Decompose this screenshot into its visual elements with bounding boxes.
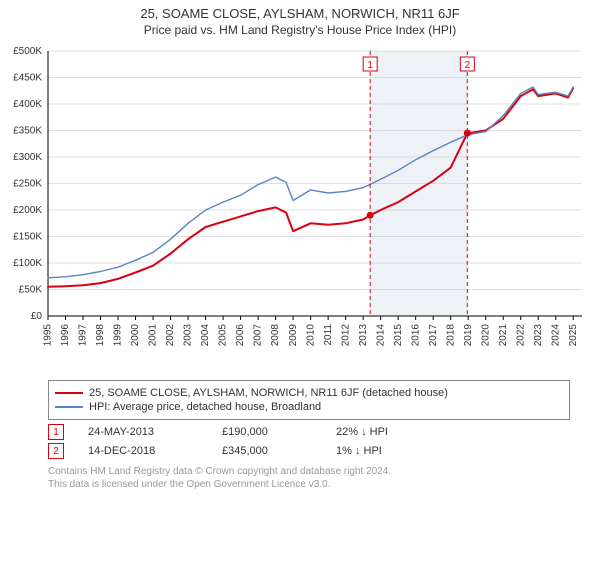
legend: 25, SOAME CLOSE, AYLSHAM, NORWICH, NR11 …: [48, 380, 570, 420]
svg-text:£450K: £450K: [13, 73, 42, 84]
legend-swatch: [55, 406, 83, 408]
svg-text:1998: 1998: [95, 324, 106, 347]
svg-text:£0: £0: [31, 311, 43, 322]
sale-diff: 22% ↓ HPI: [336, 426, 426, 438]
svg-text:2010: 2010: [305, 324, 316, 347]
chart-svg: £0 £50K £100K £150K £200K £250K £300K £350K £400…: [0, 41, 600, 371]
svg-text:£200K: £200K: [13, 205, 42, 216]
svg-text:2025: 2025: [568, 324, 579, 347]
sale-date: 24-MAY-2013: [88, 426, 198, 438]
svg-text:1997: 1997: [78, 324, 89, 347]
svg-text:2011: 2011: [323, 324, 334, 346]
svg-text:£50K: £50K: [19, 285, 43, 296]
sale-date: 14-DEC-2018: [88, 445, 198, 457]
svg-text:2001: 2001: [148, 324, 159, 347]
svg-text:2019: 2019: [463, 324, 474, 347]
svg-text:2009: 2009: [288, 324, 299, 347]
svg-text:£100K: £100K: [13, 258, 42, 269]
svg-text:2015: 2015: [393, 324, 404, 347]
sales-table: 1 24-MAY-2013 £190,000 22% ↓ HPI 2 14-DEC-201…: [48, 424, 570, 459]
svg-text:2007: 2007: [253, 324, 264, 347]
page-subtitle: Price paid vs. HM Land Registry's House …: [0, 23, 600, 37]
svg-text:2004: 2004: [200, 324, 211, 347]
svg-text:2003: 2003: [183, 324, 194, 347]
svg-text:1996: 1996: [60, 324, 71, 347]
svg-text:2014: 2014: [375, 324, 386, 347]
svg-text:£150K: £150K: [13, 232, 42, 243]
legend-item: HPI: Average price, detached house, Broa…: [55, 401, 563, 413]
svg-text:1999: 1999: [113, 324, 124, 347]
legend-swatch: [55, 392, 83, 394]
svg-text:2005: 2005: [218, 324, 229, 347]
svg-text:£500K: £500K: [13, 46, 42, 57]
footer-attribution: Contains HM Land Registry data © Crown c…: [48, 465, 570, 491]
price-chart: £0 £50K £100K £150K £200K £250K £300K £350K £400…: [0, 41, 600, 374]
svg-text:2006: 2006: [235, 324, 246, 347]
svg-text:2020: 2020: [480, 324, 491, 347]
svg-text:1: 1: [367, 60, 373, 71]
svg-text:£350K: £350K: [13, 126, 42, 137]
legend-label: HPI: Average price, detached house, Broa…: [89, 401, 321, 413]
svg-text:£300K: £300K: [13, 152, 42, 163]
svg-text:2016: 2016: [410, 324, 421, 347]
svg-text:2008: 2008: [270, 324, 281, 347]
sale-marker: 2: [48, 443, 64, 459]
sale-row: 1 24-MAY-2013 £190,000 22% ↓ HPI: [48, 424, 570, 440]
sale-diff: 1% ↓ HPI: [336, 445, 426, 457]
legend-item: 25, SOAME CLOSE, AYLSHAM, NORWICH, NR11 …: [55, 387, 563, 399]
svg-text:2018: 2018: [445, 324, 456, 347]
svg-text:2: 2: [465, 60, 471, 71]
footer-line-2: This data is licensed under the Open Gov…: [48, 478, 570, 491]
footer-line-1: Contains HM Land Registry data © Crown c…: [48, 465, 570, 478]
svg-text:2013: 2013: [358, 324, 369, 347]
svg-text:2021: 2021: [498, 324, 509, 347]
legend-label: 25, SOAME CLOSE, AYLSHAM, NORWICH, NR11 …: [89, 387, 448, 399]
sale-row: 2 14-DEC-2018 £345,000 1% ↓ HPI: [48, 443, 570, 459]
svg-text:2012: 2012: [340, 324, 351, 347]
svg-text:1995: 1995: [43, 324, 54, 347]
svg-text:2017: 2017: [428, 324, 439, 347]
svg-text:2023: 2023: [533, 324, 544, 347]
sale-marker: 1: [48, 424, 64, 440]
sale-price: £345,000: [222, 445, 312, 457]
svg-text:£400K: £400K: [13, 99, 42, 110]
svg-text:2022: 2022: [515, 324, 526, 347]
svg-text:2024: 2024: [550, 324, 561, 347]
page-title: 25, SOAME CLOSE, AYLSHAM, NORWICH, NR11 …: [0, 6, 600, 21]
sale-price: £190,000: [222, 426, 312, 438]
svg-text:2000: 2000: [130, 324, 141, 347]
svg-text:2002: 2002: [165, 324, 176, 347]
svg-text:£250K: £250K: [13, 179, 42, 190]
